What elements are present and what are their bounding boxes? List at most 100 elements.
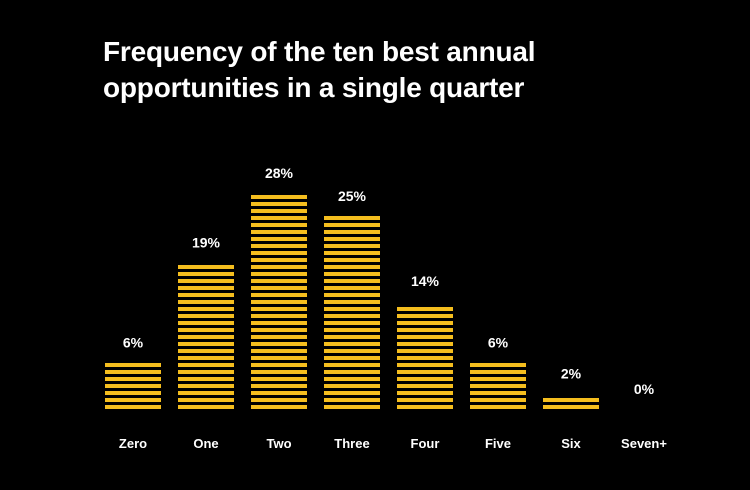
bar-stripe [105,370,161,374]
bar-stripe [324,265,380,269]
bar-stripe [251,370,307,374]
bar-stripe [397,314,453,318]
bar-four [397,307,453,409]
bar-stripe [397,370,453,374]
bar-stripe [324,349,380,353]
bar-two [251,195,307,409]
bar-stripe [178,370,234,374]
bar-stripe [251,335,307,339]
bar-stripe [324,384,380,388]
bar-stripe [397,349,453,353]
bar-stripe [105,398,161,402]
category-label: Two [266,436,291,451]
value-label: 6% [488,335,509,351]
bar-stripe [178,335,234,339]
bar-stripe [178,342,234,346]
bar-stripe [178,307,234,311]
bar-stripe [397,356,453,360]
value-label: 14% [411,273,440,289]
bar-stripe [324,370,380,374]
bar-stripe [251,293,307,297]
bar-stripe [178,363,234,367]
bar-stripe [178,384,234,388]
bar-stripe [251,223,307,227]
bar-zero [105,363,161,409]
bar-stripe [397,328,453,332]
value-label: 6% [123,335,144,351]
bar-stripe [251,258,307,262]
bar-stripe [397,363,453,367]
bar-stripe [105,363,161,367]
bar-stripe [251,209,307,213]
bar-stripe [324,321,380,325]
bar-stripe [470,391,526,395]
bar-stripe [324,307,380,311]
bar-stripe [251,195,307,199]
bar-stripe [178,293,234,297]
bar-stripe [251,286,307,290]
bar-stripe [251,321,307,325]
bar-stripe [324,286,380,290]
bar-stripe [397,307,453,311]
bar-stripe [324,237,380,241]
bar-stripe [397,398,453,402]
bar-stripe [324,342,380,346]
bar-stripe [178,272,234,276]
bar-stripe [324,363,380,367]
bar-stripe [178,279,234,283]
bar-stripe [105,377,161,381]
bar-stripe [251,377,307,381]
bar-stripe [324,377,380,381]
category-label: Three [334,436,369,451]
bar-stripe [251,265,307,269]
bar-stripe [397,342,453,346]
bar-stripe [397,335,453,339]
bar-stripe [251,398,307,402]
bar-stripe [178,328,234,332]
bar-stripe [251,216,307,220]
bar-stripe [105,405,161,409]
bar-stripe [543,398,599,402]
bar-stripe [324,328,380,332]
bar-stripe [470,377,526,381]
bar-stripe [324,272,380,276]
value-label: 19% [192,234,221,250]
bar-stripe [324,405,380,409]
bar-stripe [324,356,380,360]
bar-stripe [470,384,526,388]
bars-group [105,195,599,409]
bar-stripe [105,384,161,388]
bar-stripe [470,370,526,374]
bar-stripe [397,321,453,325]
bar-stripe [178,377,234,381]
bar-stripe [324,244,380,248]
bar-stripe [251,230,307,234]
category-label: Zero [119,436,147,451]
bar-stripe [397,377,453,381]
bar-stripe [251,391,307,395]
bar-stripe [178,321,234,325]
value-label: 25% [338,188,367,204]
bar-stripe [251,237,307,241]
bar-stripe [251,279,307,283]
category-label: Five [485,436,511,451]
bar-stripe [178,398,234,402]
bar-stripe [178,391,234,395]
bar-stripe [251,314,307,318]
bar-six [543,398,599,409]
bar-stripe [251,349,307,353]
bar-three [324,216,380,409]
bar-stripe [251,300,307,304]
bar-stripe [251,251,307,255]
bar-stripe [324,258,380,262]
value-label: 0% [634,381,655,397]
category-labels-group: Zero One Two Three Four Five Six Seven+ [119,436,667,451]
value-label: 2% [561,366,582,382]
bar-stripe [324,230,380,234]
bar-stripe [324,251,380,255]
bar-stripe [178,356,234,360]
bar-stripe [397,384,453,388]
bar-one [178,265,234,409]
bar-stripe [324,223,380,227]
